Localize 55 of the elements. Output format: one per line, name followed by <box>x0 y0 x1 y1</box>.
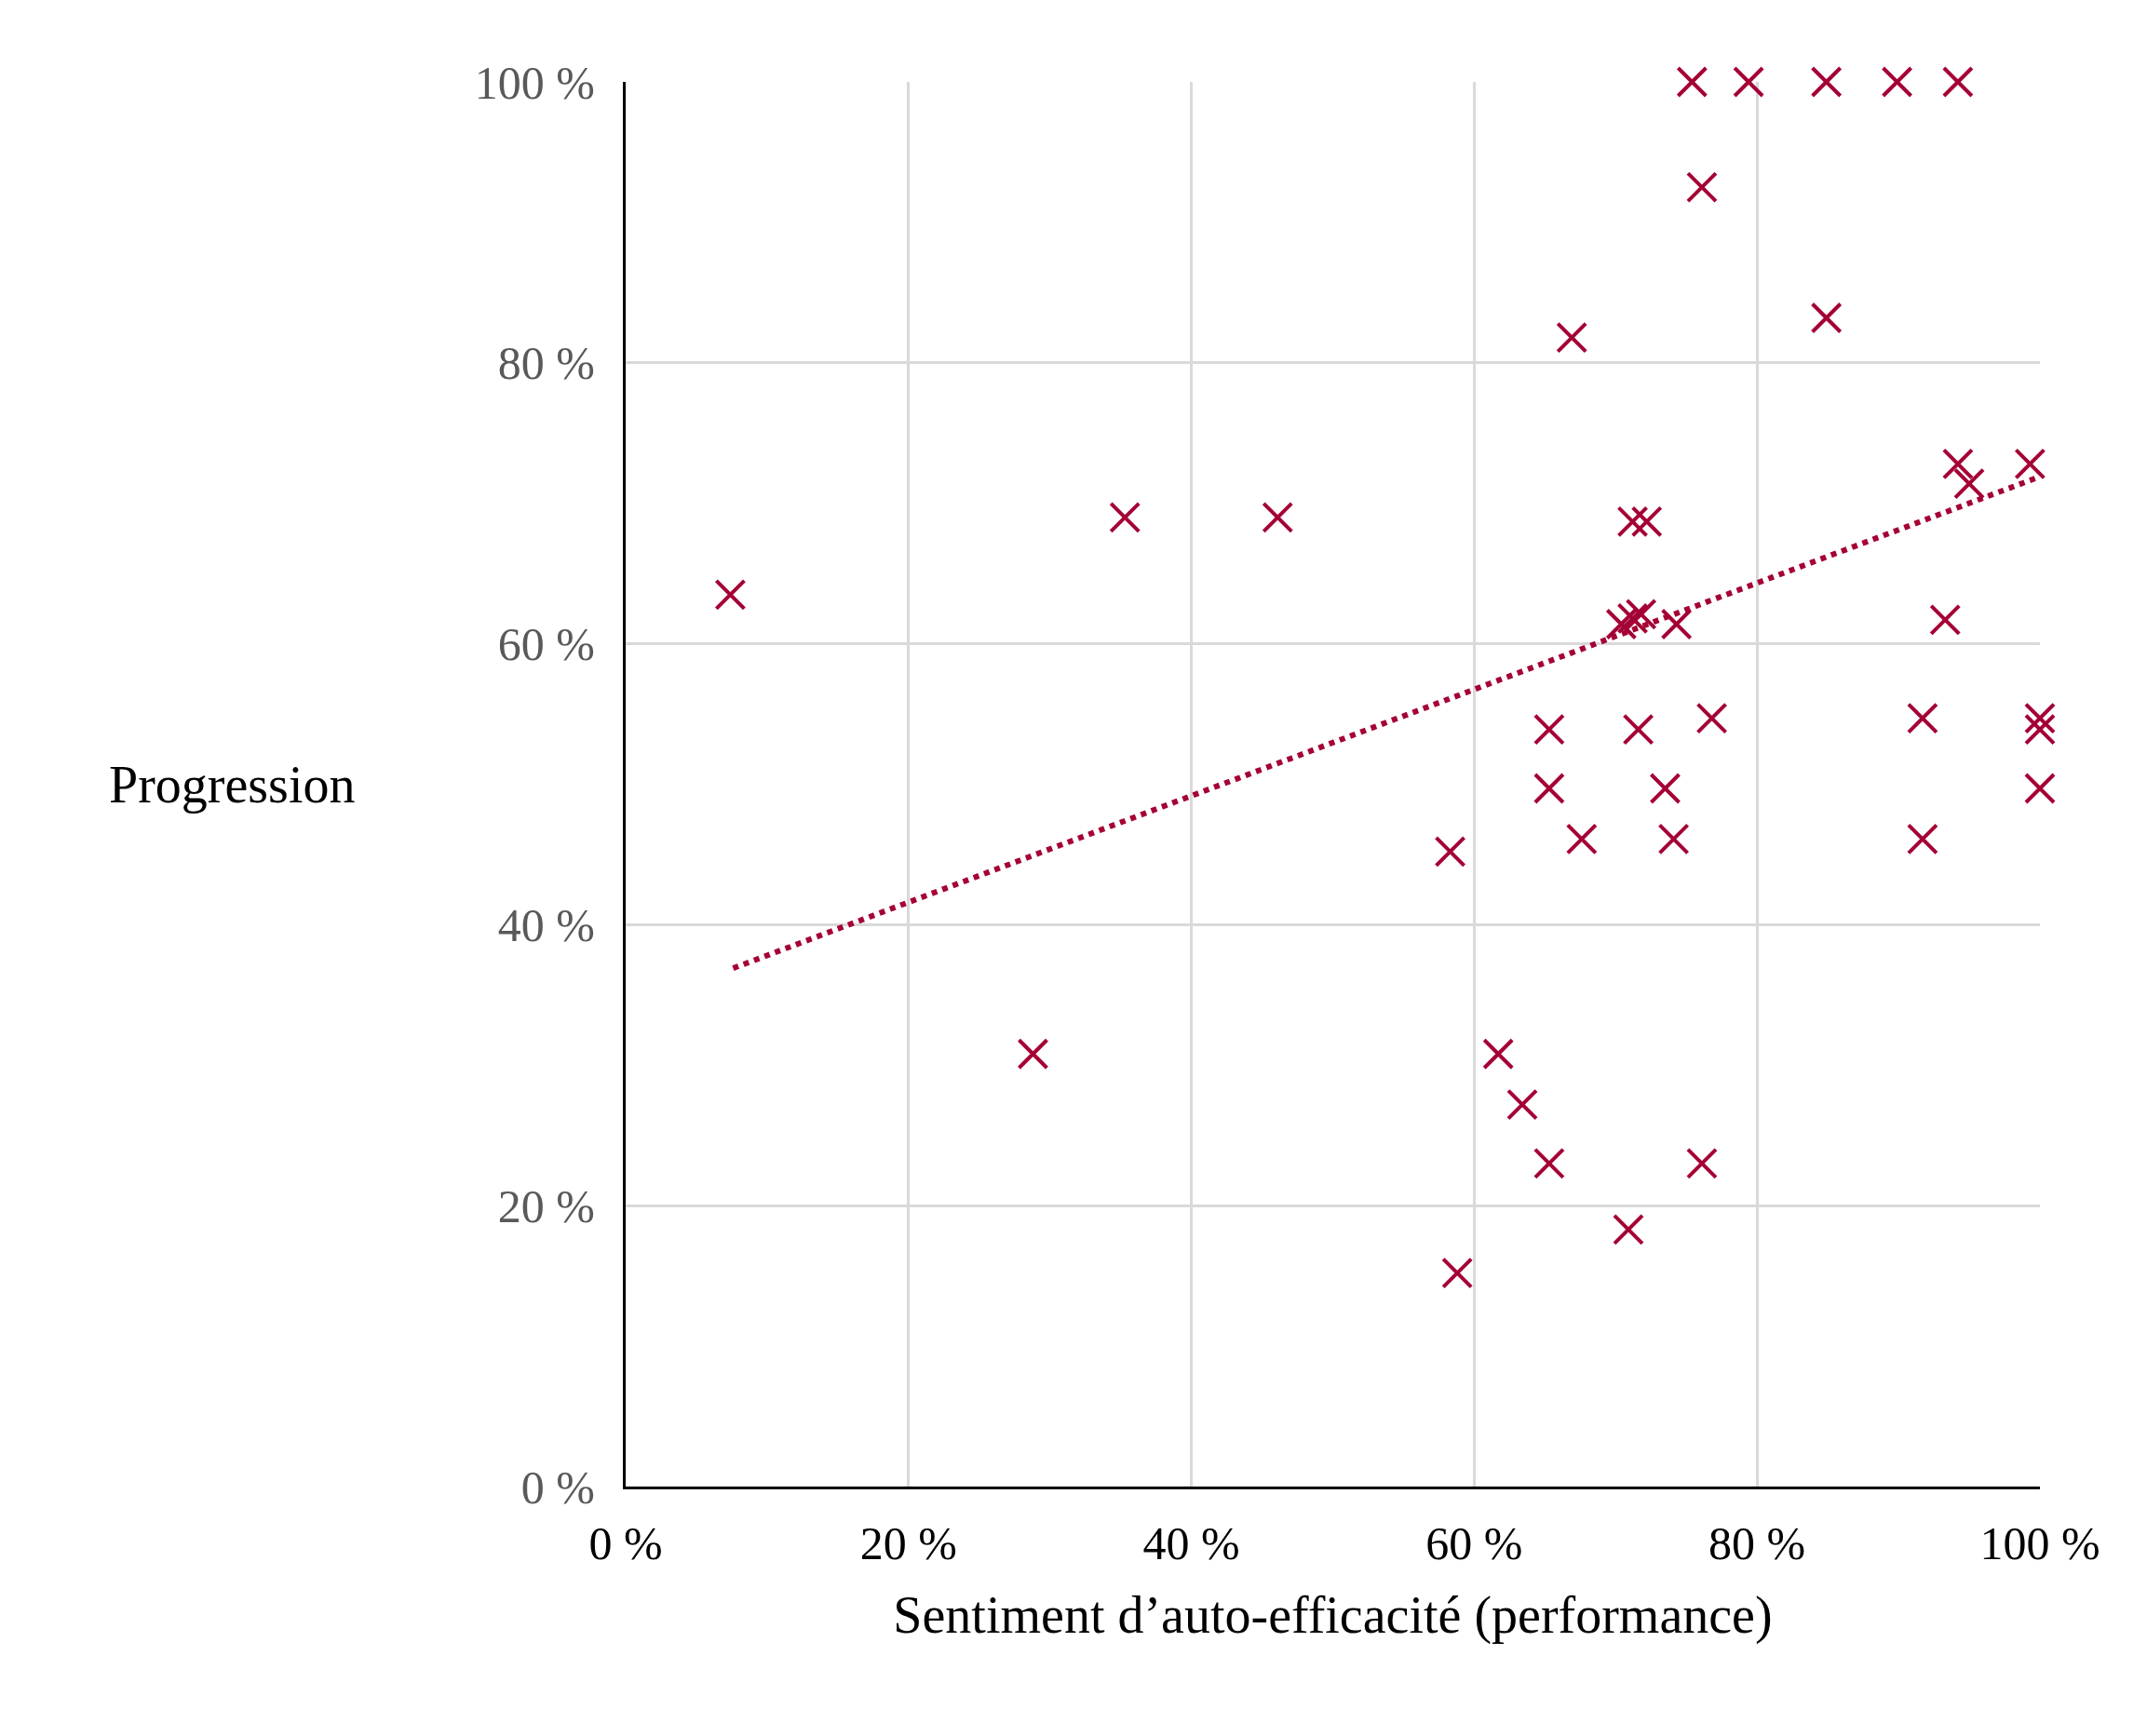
point <box>1109 501 1141 533</box>
x-tick-label: 40 % <box>1142 1517 1240 1569</box>
point <box>2024 702 2056 734</box>
point <box>1506 1088 1539 1121</box>
point <box>1906 702 1938 734</box>
point <box>1616 602 1649 635</box>
point <box>1616 505 1649 538</box>
point <box>1941 448 1974 480</box>
point <box>1676 66 1708 98</box>
point <box>1556 321 1588 354</box>
point <box>1482 1038 1515 1070</box>
point <box>1810 66 1843 98</box>
y-tick-label: 20 % <box>497 1179 595 1232</box>
point <box>1630 505 1663 538</box>
point <box>1660 608 1693 640</box>
point <box>1605 608 1638 640</box>
point <box>1622 713 1654 746</box>
y-tick-label: 100 % <box>474 56 595 109</box>
point <box>1612 1213 1644 1245</box>
point <box>1441 1257 1474 1289</box>
point <box>1881 66 1913 98</box>
point <box>1565 823 1598 855</box>
point <box>1929 603 1962 636</box>
point <box>714 578 747 611</box>
point <box>1733 66 1765 98</box>
y-tick-label: 80 % <box>497 337 595 390</box>
point <box>2024 713 2056 746</box>
point <box>1657 823 1690 855</box>
point <box>1533 1147 1565 1179</box>
point <box>1533 713 1565 746</box>
x-tick-label: 60 % <box>1425 1517 1523 1569</box>
x-tick-label: 20 % <box>859 1517 957 1569</box>
point <box>1625 598 1657 630</box>
point <box>1262 501 1294 533</box>
x-axis-title: Sentiment d’auto-efficacité (performance) <box>893 1585 1773 1645</box>
x-tick-label: 100 % <box>1979 1517 2100 1569</box>
x-tick-label: 0 % <box>588 1517 663 1569</box>
point <box>2024 773 2056 805</box>
point <box>1533 773 1565 805</box>
point <box>1695 702 1728 734</box>
point <box>1953 467 1986 500</box>
point <box>1810 302 1843 334</box>
point <box>1685 171 1718 204</box>
y-tick-label: 0 % <box>520 1460 595 1514</box>
point <box>1649 773 1681 805</box>
y-tick-label: 60 % <box>497 618 595 671</box>
point <box>1017 1038 1049 1070</box>
y-tick-label: 40 % <box>497 898 595 951</box>
point <box>1685 1147 1718 1179</box>
y-axis-title: Progression <box>109 756 356 814</box>
x-tick-label: 80 % <box>1708 1517 1806 1569</box>
point <box>1434 835 1466 868</box>
point <box>1941 66 1974 98</box>
point <box>1906 823 1938 855</box>
point <box>2014 448 2046 480</box>
